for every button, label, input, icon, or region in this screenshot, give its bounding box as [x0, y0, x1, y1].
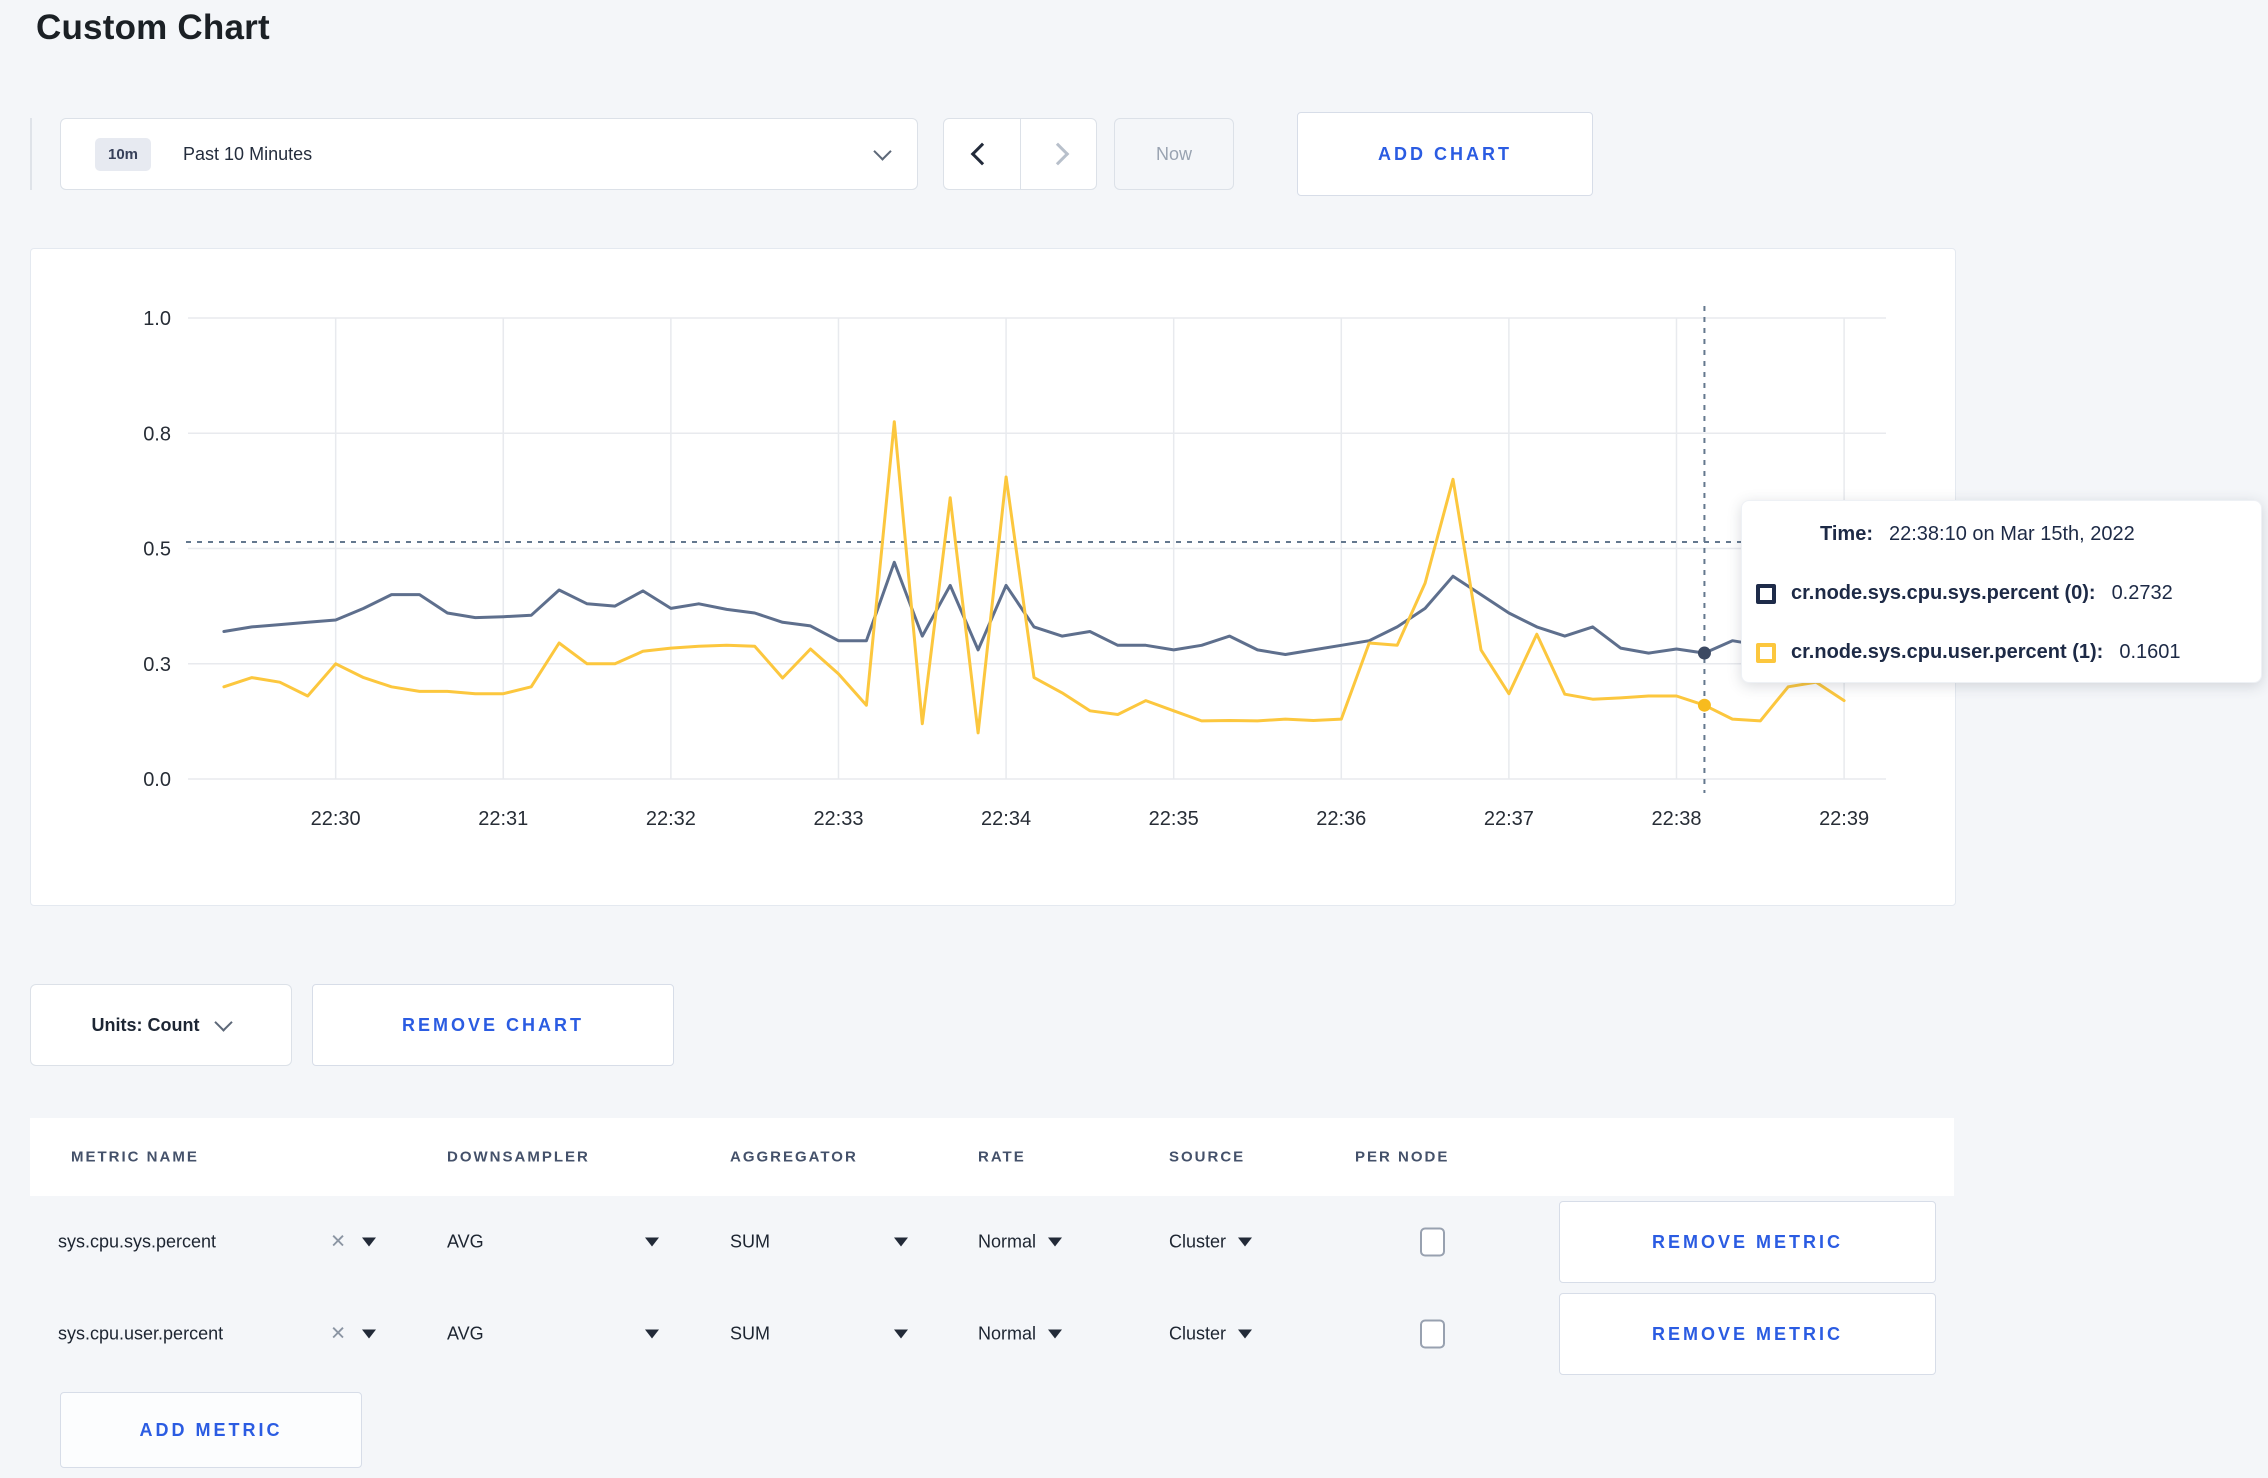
downsampler-value: AVG: [447, 1231, 484, 1252]
series-user-swatch-icon: [1756, 642, 1776, 663]
units-label: Units: Count: [91, 1014, 200, 1035]
per-node-checkbox[interactable]: [1420, 1227, 1445, 1257]
aggregator-value: SUM: [730, 1323, 770, 1344]
metric-name-select[interactable]: sys.cpu.user.percent ✕: [58, 1323, 376, 1346]
source-select[interactable]: Cluster: [1169, 1323, 1253, 1345]
chart-card: 0.0 0.3 0.5 0.8 1.0 22:30 22:31 22:32 22:33 22:34…: [30, 248, 1956, 906]
downsampler-select[interactable]: AVG: [447, 1232, 659, 1253]
aggregator-select[interactable]: SUM: [730, 1324, 908, 1345]
caret-down-icon: [645, 1329, 659, 1339]
timescale-label: Past 10 Minutes: [183, 143, 313, 164]
x-icon[interactable]: ✕: [330, 1231, 346, 1253]
tooltip-series-value: 0.2732: [2111, 582, 2173, 604]
time-window-pager: [943, 118, 1097, 190]
caret-down-icon: [362, 1237, 376, 1247]
downsampler-select[interactable]: AVG: [447, 1324, 659, 1345]
chart-tooltip: Time: 22:38:10 on Mar 15th, 2022 cr.node…: [1741, 500, 2262, 683]
svg-text:0.3: 0.3: [143, 654, 171, 676]
tooltip-series-label: cr.node.sys.cpu.sys.percent (0):: [1791, 582, 2096, 604]
add-metric-button[interactable]: ADD METRIC: [60, 1392, 362, 1468]
rate-value: Normal: [978, 1231, 1037, 1252]
svg-text:22:31: 22:31: [478, 808, 528, 830]
column-header-aggregator: AGGREGATOR: [730, 1148, 858, 1166]
tooltip-series-value: 0.1601: [2119, 641, 2181, 663]
page-title: Custom Chart: [36, 8, 270, 47]
metric-name-value: sys.cpu.sys.percent: [58, 1231, 217, 1252]
aggregator-select[interactable]: SUM: [730, 1232, 908, 1253]
column-header-metric-name: METRIC NAME: [71, 1148, 199, 1166]
caret-down-icon: [1048, 1237, 1063, 1247]
tooltip-series-label: cr.node.sys.cpu.user.percent (1):: [1791, 641, 2104, 663]
rate-select[interactable]: Normal: [978, 1323, 1063, 1345]
source-value: Cluster: [1169, 1323, 1227, 1344]
svg-text:22:38: 22:38: [1651, 808, 1701, 830]
svg-text:1.0: 1.0: [143, 308, 171, 330]
remove-chart-button[interactable]: REMOVE CHART: [312, 984, 674, 1066]
prev-window-button[interactable]: [944, 119, 1020, 189]
units-dropdown[interactable]: Units: Count: [30, 984, 292, 1066]
table-row: sys.cpu.sys.percent ✕ AVG SUM Normal Clu…: [30, 1196, 1954, 1288]
caret-down-icon: [1238, 1237, 1253, 1247]
chevron-right-icon: [1046, 142, 1070, 166]
column-header-source: SOURCE: [1169, 1148, 1246, 1166]
svg-text:22:39: 22:39: [1819, 808, 1869, 830]
caret-down-icon: [1048, 1329, 1063, 1339]
toolbar-divider: [30, 118, 32, 190]
metric-name-select[interactable]: sys.cpu.sys.percent ✕: [58, 1231, 376, 1254]
source-value: Cluster: [1169, 1231, 1227, 1252]
table-row: sys.cpu.user.percent ✕ AVG SUM Normal Cl…: [30, 1288, 1954, 1380]
chevron-down-icon: [873, 141, 892, 161]
svg-text:0.8: 0.8: [143, 423, 171, 445]
svg-text:0.0: 0.0: [143, 769, 171, 791]
column-header-per-node: PER NODE: [1355, 1148, 1450, 1166]
column-header-downsampler: DOWNSAMPLER: [447, 1148, 590, 1166]
svg-text:22:30: 22:30: [311, 808, 361, 830]
chevron-down-icon: [214, 1012, 234, 1032]
source-select[interactable]: Cluster: [1169, 1231, 1253, 1253]
rate-select[interactable]: Normal: [978, 1231, 1063, 1253]
tooltip-time: Time: 22:38:10 on Mar 15th, 2022: [1756, 523, 2241, 546]
caret-down-icon: [894, 1329, 908, 1339]
column-header-rate: RATE: [978, 1148, 1026, 1166]
aggregator-value: SUM: [730, 1231, 770, 1252]
next-window-button[interactable]: [1019, 119, 1097, 189]
caret-down-icon: [894, 1237, 908, 1247]
tooltip-series-row: cr.node.sys.cpu.sys.percent (0): 0.2732: [1756, 582, 2241, 605]
caret-down-icon: [1238, 1329, 1253, 1339]
svg-text:22:35: 22:35: [1149, 808, 1199, 830]
series-sys-swatch-icon: [1756, 583, 1776, 604]
now-button[interactable]: Now: [1114, 118, 1234, 190]
remove-metric-button[interactable]: REMOVE METRIC: [1559, 1201, 1936, 1283]
tooltip-series-row: cr.node.sys.cpu.user.percent (1): 0.1601: [1756, 641, 2241, 664]
svg-text:22:36: 22:36: [1316, 808, 1366, 830]
timescale-badge: 10m: [95, 137, 152, 171]
caret-down-icon: [362, 1329, 376, 1339]
add-chart-button[interactable]: ADD CHART: [1297, 112, 1593, 196]
rate-value: Normal: [978, 1323, 1037, 1344]
tooltip-time-value: 22:38:10 on Mar 15th, 2022: [1888, 523, 2135, 545]
per-node-checkbox[interactable]: [1420, 1319, 1445, 1349]
chart-svg[interactable]: 0.0 0.3 0.5 0.8 1.0 22:30 22:31 22:32 22:33 22:34…: [31, 249, 1955, 905]
svg-text:0.5: 0.5: [143, 539, 171, 561]
metrics-table-header: METRIC NAME DOWNSAMPLER AGGREGATOR RATE …: [30, 1118, 1954, 1196]
timescale-dropdown[interactable]: 10m Past 10 Minutes: [60, 118, 918, 190]
downsampler-value: AVG: [447, 1323, 484, 1344]
tooltip-time-label: Time:: [1820, 523, 1873, 545]
svg-text:22:33: 22:33: [813, 808, 863, 830]
metric-name-value: sys.cpu.user.percent: [58, 1323, 224, 1344]
x-icon[interactable]: ✕: [330, 1323, 346, 1345]
svg-text:22:37: 22:37: [1484, 808, 1534, 830]
svg-text:22:32: 22:32: [646, 808, 696, 830]
caret-down-icon: [645, 1237, 659, 1247]
remove-metric-button[interactable]: REMOVE METRIC: [1559, 1293, 1936, 1375]
chevron-left-icon: [970, 142, 994, 166]
svg-text:22:34: 22:34: [981, 808, 1031, 830]
